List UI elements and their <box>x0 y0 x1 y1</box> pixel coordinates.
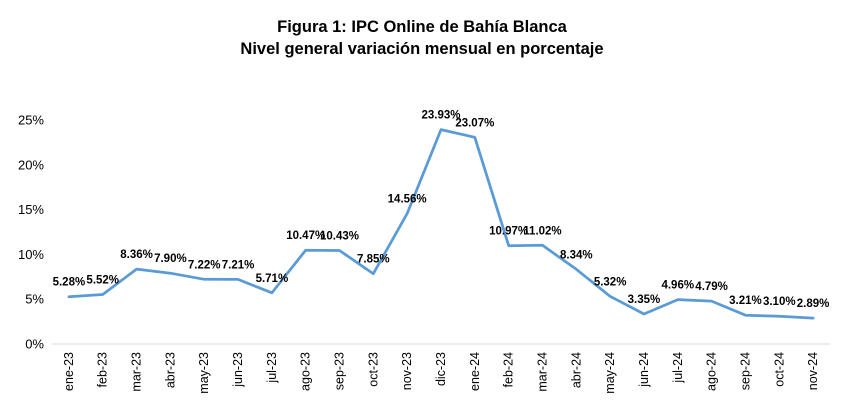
x-tick-label: mar-23 <box>130 352 144 392</box>
data-label: 23.93% <box>421 110 460 122</box>
data-label: 2.89% <box>797 298 830 310</box>
data-label: 23.07% <box>455 117 494 129</box>
y-tick-label: 15% <box>18 202 44 217</box>
data-labels: 5.28% 5.52% 8.36% 7.90%7.22% 7.21%5.71% 10.47… <box>53 110 830 311</box>
series-line-group <box>67 128 815 320</box>
data-label: 10.47% <box>286 230 325 242</box>
data-label: 3.21% <box>729 295 762 307</box>
x-tick-label: sep-24 <box>738 352 752 390</box>
x-tick-label: jul-23 <box>265 352 279 384</box>
x-tick-label: may-24 <box>603 352 617 394</box>
data-label: 5.28% <box>53 277 86 289</box>
x-axis-ticks: ene-23 feb-23 mar-23 abr-23 may-23 jun-23 jul-… <box>62 352 820 394</box>
x-tick-label: oct-23 <box>366 352 380 387</box>
x-tick-label: abr-24 <box>569 352 583 388</box>
data-label: 8.34% <box>560 249 593 261</box>
data-label: 5.71% <box>256 273 289 285</box>
series-line <box>67 128 815 320</box>
data-label: 7.21% <box>222 259 255 271</box>
data-label: 10.43% <box>320 231 359 243</box>
y-tick-label: 10% <box>18 247 44 262</box>
chart-title: Figura 1: IPC Online de Bahía Blanca <box>277 18 568 36</box>
data-label: 5.32% <box>594 276 627 288</box>
data-label: 5.52% <box>86 275 119 287</box>
x-tick-label: mar-24 <box>535 352 549 392</box>
x-tick-label: feb-24 <box>502 352 516 387</box>
data-label: 7.85% <box>357 254 390 266</box>
y-tick-label: 20% <box>18 157 44 172</box>
data-label: 3.10% <box>763 296 796 308</box>
x-tick-label: may-23 <box>197 352 211 394</box>
data-label: 7.90% <box>154 253 187 265</box>
x-tick-label: feb-23 <box>96 352 110 387</box>
x-tick-label: nov-23 <box>400 352 414 390</box>
data-label: 3.35% <box>628 294 661 306</box>
x-tick-label: ene-24 <box>468 352 482 391</box>
chart-subtitle: Nivel general variación mensual en porce… <box>240 40 603 58</box>
y-tick-label: 25% <box>18 113 44 128</box>
x-tick-label: jun-24 <box>637 352 651 388</box>
data-label: 14.56% <box>388 194 427 206</box>
x-tick-label: ene-23 <box>62 352 76 391</box>
data-label: 4.96% <box>661 280 694 292</box>
data-label: 8.36% <box>120 249 153 261</box>
x-tick-label: abr-23 <box>163 352 177 388</box>
x-tick-label: ago-23 <box>299 352 313 391</box>
x-tick-label: ago-24 <box>705 352 719 391</box>
y-tick-label: 0% <box>25 337 44 352</box>
y-tick-label: 5% <box>25 292 44 307</box>
y-axis-ticks: 0% 5% 10% 15% 20% 25% <box>18 113 44 352</box>
x-tick-label: jun-23 <box>231 352 245 388</box>
data-label: 11.02% <box>523 225 561 237</box>
x-tick-label: sep-23 <box>333 352 347 390</box>
x-tick-label: jul-24 <box>671 352 685 384</box>
data-label: 7.22% <box>188 259 221 271</box>
data-label: 10.97% <box>489 226 528 238</box>
x-tick-label: nov-24 <box>806 352 820 390</box>
x-tick-label: oct-24 <box>772 352 786 387</box>
x-tick-label: dic-23 <box>434 352 448 386</box>
data-label: 4.79% <box>695 281 728 293</box>
